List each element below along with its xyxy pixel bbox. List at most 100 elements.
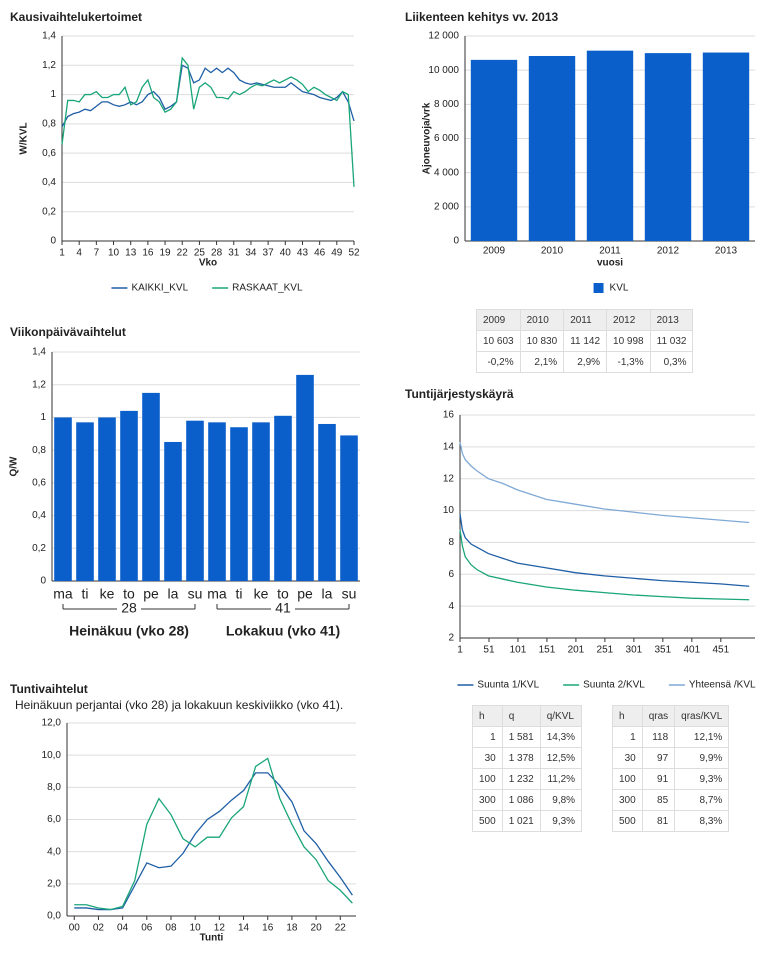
x-tick-label: 37 — [263, 248, 275, 259]
table-row: 300 85 8,7% — [612, 789, 730, 811]
x-tick-label: 19 — [159, 248, 171, 259]
x-tick-label: ke — [254, 586, 269, 602]
header-cell: h — [612, 705, 643, 727]
bar — [142, 392, 160, 581]
group-title: Heinäkuu (vko 28) — [69, 623, 189, 639]
y-tick-label: 4,0 — [47, 846, 61, 857]
group-week: 28 — [121, 600, 137, 616]
x-tick-label: 10 — [190, 923, 202, 934]
bar — [252, 422, 270, 581]
header-cell: 2011 — [563, 309, 608, 331]
x-tick-label: 06 — [141, 923, 153, 934]
header-row: h q q/KVL — [472, 705, 583, 727]
bar — [208, 422, 226, 581]
y-tick-label: 10,0 — [42, 750, 62, 761]
data-table: h qras qras/KVL 1 118 12,1% 30 97 9,9% 100 91 9,3% 3… — [612, 705, 730, 832]
table-cell: 300 — [472, 789, 503, 811]
chart-title: Tuntijärjestyskäyrä — [405, 387, 514, 401]
bar — [186, 420, 204, 581]
line — [459, 529, 750, 601]
y-tick-label: 14 — [443, 441, 455, 452]
table-cell: 1 232 — [501, 768, 541, 790]
y-tick-label: 4 — [448, 601, 454, 612]
x-tick-label: 2012 — [657, 246, 680, 257]
table-cell: 11,2% — [539, 768, 583, 790]
table-cell: -0,2% — [476, 351, 521, 373]
header-cell: q — [501, 705, 541, 727]
y-tick-label: 1,4 — [32, 347, 46, 358]
table-row: 500 81 8,3% — [612, 810, 730, 832]
x-tick-label: pe — [143, 586, 159, 602]
bar — [230, 427, 248, 581]
x-tick-label: 101 — [510, 645, 527, 656]
x-tick-label: to — [277, 586, 289, 602]
x-tick-label: ti — [236, 586, 243, 602]
table-row: 500 1 021 9,3% — [472, 810, 583, 832]
x-tick-label: 1 — [59, 248, 65, 259]
header-row: 2009 2010 2011 2012 2013 — [476, 309, 694, 331]
x-tick-label: 301 — [626, 645, 643, 656]
x-tick-label: 351 — [655, 645, 672, 656]
legend-label: Yhteensä /KVL — [689, 680, 756, 691]
x-tick-label: 2011 — [599, 246, 621, 257]
table-cell: 11 142 — [563, 330, 608, 352]
y-tick-label: 0,2 — [42, 206, 56, 217]
x-tick-label: pe — [297, 586, 313, 602]
legend-label: KVL — [610, 283, 629, 294]
y-tick-label: 8 000 — [434, 99, 459, 110]
y-tick-label: 0,8 — [32, 445, 46, 456]
x-tick-label: 22 — [335, 923, 347, 934]
table-cell: 14,3% — [539, 726, 583, 748]
y-tick-label: 12 — [443, 473, 455, 484]
table-cell: 8,3% — [674, 810, 730, 832]
y-tick-label: 6 000 — [434, 133, 459, 144]
x-tick-label: 25 — [194, 248, 206, 259]
x-tick-label: 46 — [314, 248, 326, 259]
table-cell: 300 — [612, 789, 643, 811]
table-cell: 500 — [472, 810, 503, 832]
y-tick-label: 1 — [50, 89, 56, 100]
table-row: 1 118 12,1% — [612, 726, 730, 748]
x-tick-label: la — [168, 586, 179, 602]
y-tick-label: 1,2 — [32, 379, 46, 390]
x-tick-label: 43 — [297, 248, 309, 259]
table-cell: 91 — [641, 768, 676, 790]
table-cell: 1 021 — [501, 810, 541, 832]
y-tick-label: 0,0 — [47, 911, 61, 922]
bar — [318, 423, 336, 581]
x-tick-label: 2010 — [541, 246, 564, 257]
y-tick-label: 12,0 — [42, 718, 62, 729]
y-tick-label: 0 — [40, 576, 46, 587]
table-row: 300 1 086 9,8% — [472, 789, 583, 811]
x-tick-label: 4 — [76, 248, 82, 259]
table-cell: 12,1% — [674, 726, 730, 748]
table-cell: 30 — [472, 747, 503, 769]
x-tick-label: 16 — [262, 923, 274, 934]
bar — [702, 52, 750, 241]
bar — [528, 55, 576, 241]
header-cell: 2013 — [649, 309, 694, 331]
legend-swatch — [593, 283, 604, 293]
y-tick-label: 0,2 — [32, 543, 46, 554]
bar — [296, 374, 314, 581]
table-cell: 100 — [612, 768, 643, 790]
table-row: 100 91 9,3% — [612, 768, 730, 790]
bar — [586, 50, 634, 241]
y-tick-label: 6,0 — [47, 814, 61, 825]
x-tick-label: su — [342, 586, 357, 602]
legend-label: Suunta 2/KVL — [583, 680, 645, 691]
bar — [164, 441, 182, 581]
bar — [274, 415, 292, 581]
table-cell: 10 998 — [606, 330, 651, 352]
header-cell: qras — [641, 705, 676, 727]
x-tick-label: 2009 — [483, 246, 506, 257]
line — [74, 772, 353, 911]
y-tick-label: 0 — [453, 236, 459, 247]
x-tick-label: 12 — [214, 923, 226, 934]
table-cell: 11 032 — [649, 330, 694, 352]
header-cell: h — [472, 705, 503, 727]
header-cell: 2009 — [476, 309, 521, 331]
x-tick-label: 51 — [483, 645, 495, 656]
line — [61, 56, 355, 187]
